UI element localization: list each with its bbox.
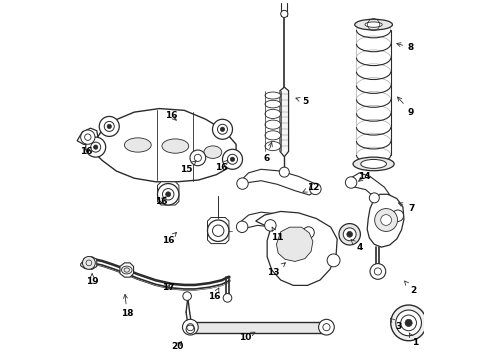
Polygon shape (77, 128, 98, 145)
Ellipse shape (265, 109, 281, 118)
Ellipse shape (265, 131, 281, 140)
Circle shape (343, 228, 356, 241)
Text: 13: 13 (268, 263, 285, 277)
Ellipse shape (353, 157, 394, 171)
Polygon shape (367, 194, 404, 247)
Circle shape (222, 149, 243, 169)
Ellipse shape (265, 141, 281, 150)
Ellipse shape (355, 19, 392, 30)
Circle shape (190, 150, 206, 166)
Circle shape (281, 10, 288, 18)
Circle shape (327, 254, 340, 267)
Polygon shape (93, 109, 236, 182)
Circle shape (220, 127, 224, 131)
Circle shape (230, 157, 235, 161)
Polygon shape (276, 227, 313, 261)
Text: 6: 6 (263, 143, 272, 163)
Text: 16: 16 (208, 288, 221, 301)
Text: 16: 16 (216, 160, 228, 172)
Circle shape (310, 183, 321, 195)
Text: 16: 16 (166, 111, 178, 120)
Circle shape (237, 221, 248, 233)
Circle shape (237, 178, 248, 189)
Polygon shape (242, 169, 317, 195)
Circle shape (339, 224, 360, 245)
Circle shape (223, 294, 232, 302)
Text: 17: 17 (162, 283, 174, 292)
Circle shape (86, 137, 106, 157)
Circle shape (186, 325, 195, 334)
Circle shape (157, 184, 179, 205)
Text: 15: 15 (180, 161, 196, 174)
Circle shape (375, 208, 397, 231)
Text: 18: 18 (121, 294, 133, 319)
Circle shape (396, 310, 421, 336)
Polygon shape (207, 217, 229, 244)
Text: 8: 8 (397, 43, 414, 52)
Ellipse shape (124, 138, 151, 152)
Polygon shape (81, 257, 97, 269)
Circle shape (99, 116, 119, 136)
Circle shape (391, 305, 426, 341)
Text: 16: 16 (155, 197, 167, 206)
Circle shape (381, 215, 392, 225)
Circle shape (94, 145, 98, 149)
Ellipse shape (265, 92, 281, 99)
Ellipse shape (365, 22, 382, 27)
Circle shape (405, 319, 412, 327)
Ellipse shape (265, 100, 281, 108)
Text: 1: 1 (409, 333, 418, 347)
Text: 5: 5 (296, 97, 309, 106)
Ellipse shape (265, 120, 281, 129)
Polygon shape (280, 87, 289, 157)
Circle shape (265, 220, 276, 231)
Text: 3: 3 (391, 318, 402, 331)
Polygon shape (120, 263, 134, 277)
Polygon shape (242, 212, 311, 239)
Circle shape (213, 119, 232, 139)
Circle shape (369, 193, 379, 203)
Circle shape (347, 231, 352, 237)
Ellipse shape (361, 159, 387, 168)
Polygon shape (256, 211, 337, 285)
Circle shape (392, 210, 404, 221)
Circle shape (279, 167, 289, 177)
Text: 7: 7 (398, 203, 415, 213)
Text: 12: 12 (303, 183, 319, 192)
Text: 14: 14 (358, 172, 371, 181)
Circle shape (370, 264, 386, 279)
Text: 16: 16 (162, 233, 176, 245)
Text: 11: 11 (271, 227, 283, 242)
Text: 10: 10 (239, 332, 255, 342)
Circle shape (82, 256, 96, 269)
Ellipse shape (122, 266, 132, 274)
Text: 2: 2 (405, 281, 416, 295)
Polygon shape (189, 322, 328, 333)
Ellipse shape (162, 139, 189, 153)
Circle shape (183, 292, 192, 300)
Text: 9: 9 (397, 97, 415, 117)
Polygon shape (157, 182, 179, 205)
Ellipse shape (204, 146, 222, 158)
Text: 16: 16 (80, 147, 92, 156)
Text: 20: 20 (171, 342, 183, 351)
Polygon shape (348, 173, 400, 219)
Circle shape (345, 177, 357, 188)
Text: 4: 4 (351, 240, 363, 252)
Circle shape (81, 130, 95, 144)
Circle shape (318, 319, 334, 335)
Circle shape (166, 192, 171, 197)
Circle shape (182, 319, 198, 335)
Circle shape (107, 124, 111, 129)
Text: 19: 19 (86, 274, 98, 286)
Circle shape (303, 227, 314, 238)
Circle shape (207, 220, 229, 242)
